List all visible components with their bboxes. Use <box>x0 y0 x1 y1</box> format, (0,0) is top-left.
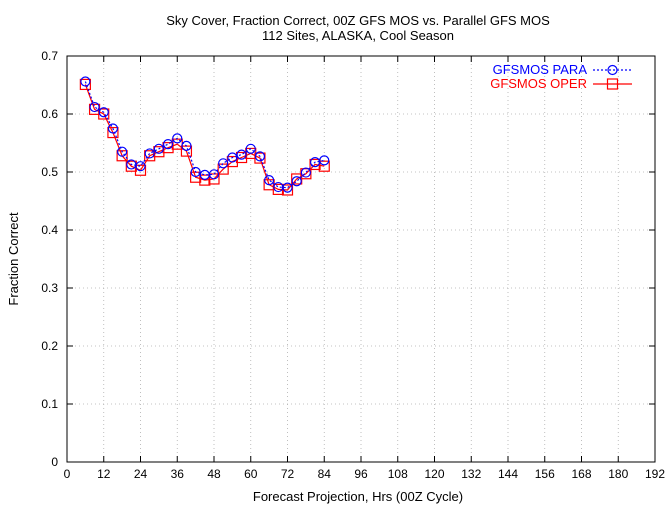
data-point <box>227 152 238 163</box>
data-point <box>199 174 211 186</box>
data-point <box>236 149 247 160</box>
plot-frame <box>66 55 656 463</box>
data-point <box>162 139 174 150</box>
x-tick-label: 24 <box>134 467 148 481</box>
data-point <box>300 168 312 180</box>
data-point <box>144 148 155 159</box>
chart-subtitle: 112 Sites, ALASKA, Cool Season <box>262 28 454 43</box>
data-point <box>107 123 119 134</box>
data-point <box>80 76 91 87</box>
data-point <box>319 155 330 166</box>
data-point <box>144 150 156 162</box>
x-tick-label: 120 <box>424 467 444 481</box>
chart-title: Sky Cover, Fraction Correct, 00Z GFS MOS… <box>166 13 550 28</box>
x-tick-label: 60 <box>244 467 258 481</box>
x-tick-label: 72 <box>281 467 295 481</box>
data-point <box>264 175 275 186</box>
x-tick-label: 36 <box>171 467 185 481</box>
legend-label-oper: GFSMOS OPER <box>490 76 587 91</box>
x-tick-label: 84 <box>318 467 332 481</box>
series-gfsmos-para <box>80 76 330 193</box>
series-line <box>84 81 325 189</box>
legend-marker-para <box>607 64 618 76</box>
x-tick-label: 0 <box>64 467 71 481</box>
data-point <box>134 164 147 176</box>
legend-label-para: GFSMOS PARA <box>493 62 588 77</box>
data-point <box>254 152 266 164</box>
x-tick-label: 168 <box>571 467 591 481</box>
legend-marker-oper <box>606 78 619 90</box>
data-point <box>208 169 220 180</box>
y-tick-label: 0.1 <box>41 397 58 411</box>
data-point <box>181 140 192 151</box>
y-tick-label: 0.6 <box>41 107 58 121</box>
series-line <box>84 84 325 191</box>
x-tick-label: 96 <box>354 467 368 481</box>
data-point <box>135 161 146 172</box>
data-point <box>282 182 293 193</box>
data-point <box>291 176 302 187</box>
data-point <box>98 108 110 120</box>
y-tick-label: 0 <box>51 455 58 469</box>
y-tick-label: 0.5 <box>41 165 58 179</box>
x-tick-label: 180 <box>608 467 628 481</box>
data-point <box>89 101 100 113</box>
y-tick-label: 0.2 <box>41 339 58 353</box>
x-tick-label: 144 <box>498 467 518 481</box>
data-point <box>153 143 164 154</box>
x-tick-label: 12 <box>97 467 111 481</box>
x-axis-label: Forecast Projection, Hrs (00Z Cycle) <box>253 489 463 504</box>
x-tick-label: 156 <box>535 467 555 481</box>
data-point <box>79 78 91 91</box>
y-tick-label: 0.7 <box>41 49 58 63</box>
y-tick-label: 0.3 <box>41 281 58 295</box>
tick-labels: 0 12 24 36 48 60 72 84 96 108 120 132 144 156 168 180 19… <box>41 49 665 481</box>
data-point <box>300 167 311 178</box>
x-tick-label: 108 <box>388 467 408 481</box>
x-tick-label: 132 <box>461 467 481 481</box>
data-point <box>309 158 321 171</box>
y-axis-label: Fraction Correct <box>6 212 21 306</box>
x-tick-label: 192 <box>645 467 665 481</box>
data-point <box>245 143 256 154</box>
legend: GFSMOS PARA GFSMOS OPER <box>490 62 632 91</box>
data-point <box>107 126 119 139</box>
data-point <box>318 160 330 172</box>
x-tick-label: 48 <box>207 467 221 481</box>
data-point <box>190 166 201 178</box>
data-point <box>218 158 229 169</box>
data-point <box>117 146 128 157</box>
data-series <box>79 76 330 196</box>
data-point <box>98 107 109 118</box>
data-point <box>254 151 266 162</box>
data-point <box>172 133 183 144</box>
y-tick-label: 0.4 <box>41 223 58 237</box>
